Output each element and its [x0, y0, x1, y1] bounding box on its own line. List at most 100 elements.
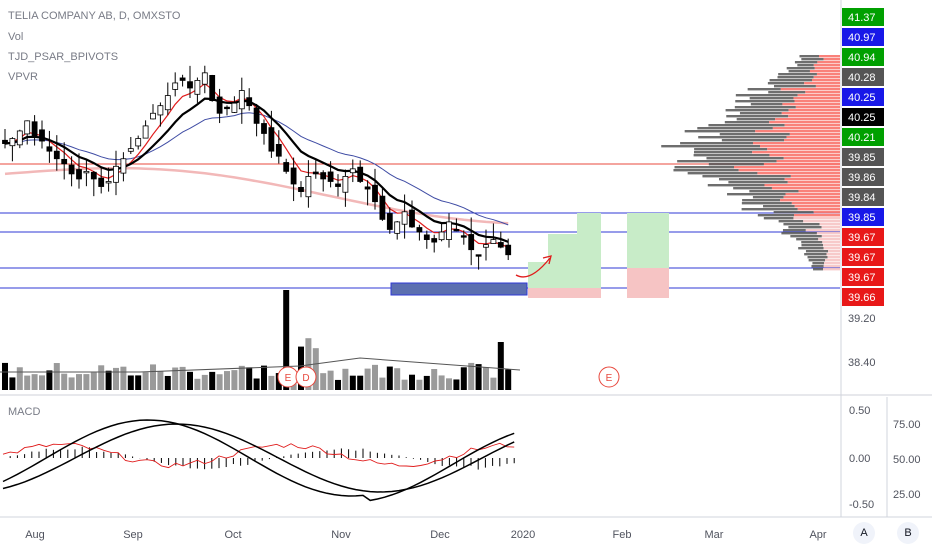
vpvr-bar-down — [724, 121, 770, 124]
candle-body — [9, 138, 16, 147]
vpvr-bar-down — [763, 205, 795, 208]
vpvr-bar-down — [763, 217, 794, 220]
candle-body — [238, 90, 245, 110]
vpvr-bar-down — [687, 172, 758, 175]
vpvr-bar-down — [741, 202, 792, 205]
vpvr-bar-down — [661, 145, 761, 148]
volume-bar — [83, 374, 90, 390]
auto-scale-button[interactable]: A — [853, 522, 875, 544]
volume-bar — [312, 348, 319, 390]
volume-bar — [379, 377, 386, 390]
vpvr-bar-up — [780, 199, 840, 202]
vpvr-bar-up — [811, 79, 840, 82]
long-box-1-entry — [528, 262, 548, 288]
volume-bar — [438, 375, 445, 390]
vpvr-bar-up — [798, 190, 840, 193]
vpvr-bar-up — [824, 262, 840, 265]
price-badge-label: 40.97 — [848, 32, 876, 44]
vpvr-bar-down — [726, 115, 789, 118]
candle-body — [16, 130, 23, 146]
vpvr-bar-up — [734, 166, 840, 169]
long-box-1-stop — [528, 288, 601, 298]
candle-body — [401, 211, 408, 225]
vpvr-bar-down — [788, 70, 810, 73]
price-badge-label: 40.94 — [848, 52, 876, 64]
log-scale-button[interactable]: B — [897, 522, 919, 544]
candle-body — [342, 176, 349, 193]
price-badge-bg — [842, 148, 884, 166]
vpvr-bar-up — [816, 232, 840, 235]
candle-body — [364, 186, 371, 190]
vpvr-bar-up — [815, 85, 840, 88]
candle-body — [372, 184, 378, 203]
volume-bar — [268, 375, 275, 390]
vpvr-bar-up — [813, 64, 840, 67]
price-badge-label: 41.37 — [848, 12, 876, 24]
vpvr-bar-down — [747, 88, 781, 91]
volume-bar — [24, 375, 31, 390]
volume-bar — [68, 377, 75, 390]
time-tick-label: Nov — [331, 529, 351, 541]
volume-bar — [490, 377, 497, 390]
volume-bar — [61, 373, 68, 390]
vpvr-bar-up — [825, 259, 840, 262]
volume-bar — [497, 342, 504, 390]
vpvr-bar-down — [790, 235, 822, 238]
vpvr-bar-up — [817, 61, 840, 64]
candle-body — [490, 239, 497, 244]
legend-symbol: TELIA COMPANY AB, D, OMXSTO — [8, 10, 181, 22]
vpvr-bar-up — [757, 172, 840, 175]
vpvr-bar-up — [813, 211, 840, 214]
volume-bar — [320, 373, 327, 390]
vpvr-bar-down — [741, 208, 798, 211]
price-badge-label: 40.25 — [848, 92, 876, 104]
candle-body — [497, 242, 504, 248]
vpvr-bar-down — [698, 136, 787, 139]
vpvr-bar-down — [736, 118, 776, 121]
volume-bar — [364, 368, 371, 390]
vpvr-bar-up — [794, 214, 840, 217]
price-badge-label: 40.25 — [848, 112, 876, 124]
vpvr-bar-up — [821, 226, 840, 229]
candle-body — [46, 146, 53, 152]
vpvr-bar-down — [778, 220, 804, 223]
vpvr-bar-down — [757, 214, 795, 217]
vpvr-bar-up — [775, 118, 840, 121]
vpvr-bar-down — [739, 112, 782, 115]
vpvr-bar-up — [788, 115, 840, 118]
vpvr-bar-up — [787, 181, 840, 184]
vpvr-bar-down — [694, 151, 753, 154]
vpvr-bar-up — [760, 145, 840, 148]
candle-body — [268, 127, 275, 152]
candle-body — [275, 143, 282, 157]
time-tick-label: Feb — [613, 529, 632, 541]
candle-body — [76, 169, 82, 180]
candle-body — [283, 162, 290, 172]
volume-bar — [431, 369, 438, 390]
vpvr-bar-down — [733, 187, 772, 190]
vpvr-bar-down — [799, 55, 820, 58]
price-badge-bg — [842, 108, 884, 126]
candle-body — [261, 123, 267, 134]
candle-body — [423, 234, 430, 240]
vpvr-bar-up — [823, 247, 840, 250]
volume-bar — [172, 367, 179, 390]
candle-body — [453, 229, 460, 232]
candle-body — [113, 165, 119, 183]
price-tick-label: 39.20 — [848, 313, 876, 325]
vpvr-bar-up — [823, 244, 840, 247]
candle-body — [298, 186, 304, 192]
vpvr-bar-up — [794, 100, 840, 103]
candle-body — [409, 209, 415, 228]
vpvr-bar-down — [697, 127, 773, 130]
candle-body — [231, 102, 238, 113]
candle-body — [379, 195, 386, 220]
candle-body — [157, 105, 164, 116]
volume-bar — [305, 338, 312, 390]
price-badge-label: 39.85 — [848, 152, 876, 164]
price-badge-label: 39.67 — [848, 232, 876, 244]
vpvr-bar-up — [793, 217, 840, 220]
volume-bar — [394, 368, 401, 390]
